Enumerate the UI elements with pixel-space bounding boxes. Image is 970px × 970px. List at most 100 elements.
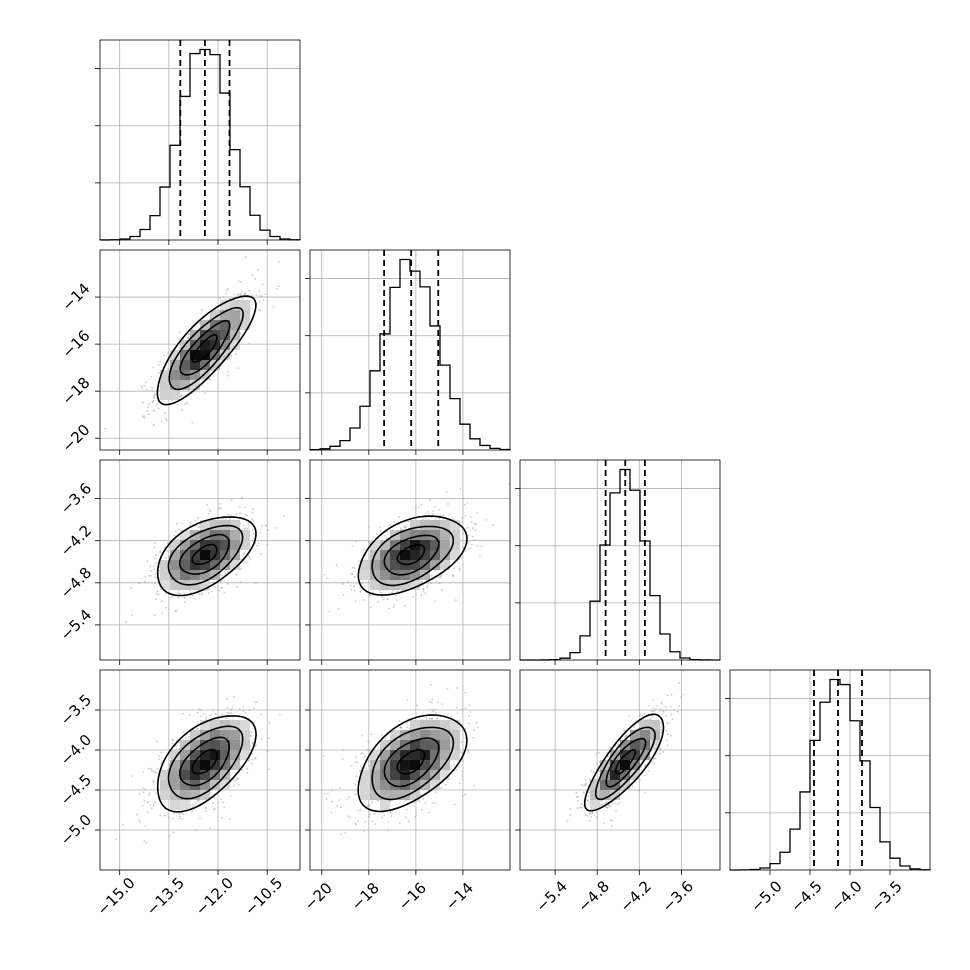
density-cell [380,800,390,810]
scatter-point [350,764,353,767]
scatter-point [172,831,175,834]
scatter-point [231,706,234,709]
scatter-point [143,415,145,417]
scatter-point [398,516,401,518]
scatter-point [197,727,200,730]
scatter-point [166,367,169,370]
density-cell [230,320,240,330]
scatter-point [460,741,463,744]
scatter-point [447,713,449,715]
scatter-point [159,551,162,554]
scatter-point [154,557,157,560]
density-cell [180,760,190,770]
density-cell [190,340,200,350]
scatter-point [474,529,477,532]
scatter-point [228,712,231,714]
scatter-point [220,580,223,583]
density-cell [380,740,390,750]
density-cell [240,730,250,740]
scatter-point [213,581,216,584]
scatter-point [230,354,233,357]
density-cell [360,570,370,580]
density-cell [370,540,380,550]
scatter-point [432,510,435,512]
density-cell [200,760,210,770]
density-cell [190,790,200,800]
scatter-point [153,394,156,397]
scatter-point [435,791,437,793]
scatter-point [224,518,227,520]
scatter-point [337,608,340,610]
scatter-point [177,741,180,744]
scatter-point [226,711,229,714]
scatter-point [143,416,146,419]
scatter-point [467,548,470,551]
density-cell [200,790,210,800]
scatter-point [405,808,408,811]
density-cell [210,720,220,730]
scatter-point [104,427,107,430]
density-cell [220,540,230,550]
scatter-point [155,562,157,565]
density-cell [420,770,430,780]
scatter-point [421,580,423,583]
scatter-point [464,691,467,694]
density-cell [180,570,190,580]
scatter-point [195,525,198,527]
density-cell [230,340,240,350]
scatter-point [358,560,360,563]
density-cell [410,770,420,780]
scatter-point [351,545,354,547]
density-cell [420,730,430,740]
scatter-point [222,296,225,299]
scatter-point [247,524,250,527]
density-cell [200,740,210,750]
scatter-point [260,295,263,298]
scatter-point [473,729,475,732]
y-tick-label: −4.8 [57,564,95,602]
scatter-point [251,294,254,297]
contour-level-3 [156,295,257,406]
scatter-point [368,765,371,767]
scatter-point [235,353,238,355]
scatter-point [366,748,369,751]
scatter-point [331,800,334,803]
density-cell [400,760,410,770]
scatter-point [596,763,598,765]
scatter-point [173,534,176,537]
scatter-point [203,713,205,715]
density-cell [200,530,210,540]
scatter-point [250,735,253,737]
scatter-point [420,808,423,811]
scatter-point [243,561,245,564]
scatter-point [252,533,255,536]
y-tick-label: −14 [58,280,93,315]
scatter-point [425,517,427,519]
scatter-point [434,506,436,508]
scatter-point [171,817,174,820]
scatter-point [156,590,159,593]
density-cell [400,730,410,740]
scatter-point [218,502,221,505]
scatter-point [467,542,469,545]
scatter-point [243,552,245,555]
scatter-point [416,704,418,707]
density-cell [200,340,210,350]
scatter-point [440,703,443,706]
scatter-point [453,763,456,766]
scatter-point [354,761,357,764]
scatter-point [208,509,211,511]
density-cell [230,750,240,760]
density-cell [390,790,400,800]
scatter-point [351,573,354,576]
scatter-point [225,292,227,295]
contour-level-0 [191,748,218,775]
scatter-point [353,567,356,569]
density-cell [370,560,380,570]
scatter-point [354,590,356,592]
density-cell [200,730,210,740]
scatter-point [387,820,390,823]
density-cell [450,520,460,530]
scatter-point [384,737,387,740]
scatter-point [189,524,191,527]
